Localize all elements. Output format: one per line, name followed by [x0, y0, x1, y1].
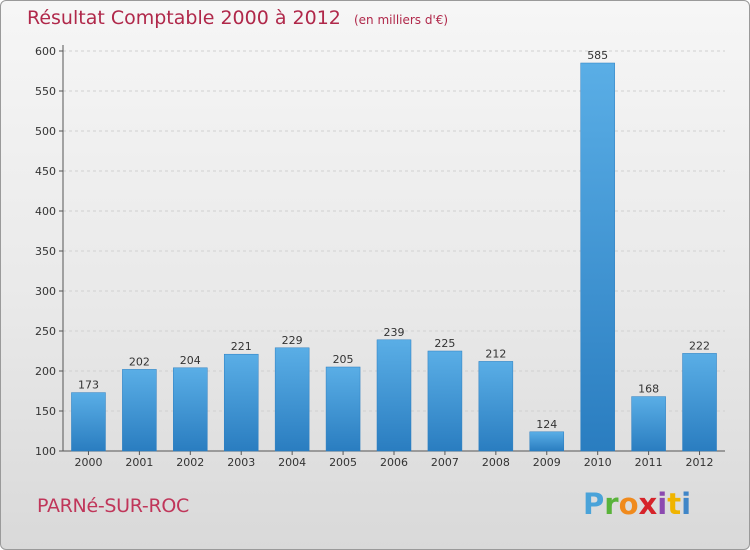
x-tick-label: 2003	[227, 456, 255, 469]
bar-value-label: 173	[78, 379, 99, 392]
bar-value-label: 239	[384, 326, 405, 339]
bar	[631, 396, 666, 452]
x-tick-label: 2006	[380, 456, 408, 469]
x-tick-label: 2002	[176, 456, 204, 469]
chart-title-unit: (en milliers d'€)	[353, 13, 449, 27]
bar-value-label: 202	[129, 355, 150, 368]
chart-title-main: Résultat Comptable 2000 à 2012	[27, 7, 341, 29]
bar-value-label: 204	[180, 354, 201, 367]
bar	[122, 369, 157, 452]
x-tick-label: 2010	[584, 456, 612, 469]
y-tick-label: 500	[35, 125, 56, 138]
bar-value-label: 212	[485, 347, 506, 360]
bar-value-label: 229	[282, 334, 303, 347]
bar	[325, 366, 361, 452]
y-tick-label: 150	[35, 405, 56, 418]
bar	[682, 353, 717, 452]
bar-value-label: 221	[231, 340, 252, 353]
x-tick-label: 2009	[533, 456, 561, 469]
x-tick-label: 2012	[686, 456, 714, 469]
y-tick-label: 200	[35, 365, 56, 378]
bar	[274, 347, 310, 452]
x-tick-label: 2001	[125, 456, 153, 469]
bar-value-label: 225	[434, 337, 455, 350]
x-tick-label: 2000	[74, 456, 102, 469]
bar-value-label: 222	[689, 339, 710, 352]
bar-value-label: 124	[536, 418, 557, 431]
bar	[223, 353, 259, 452]
y-tick-label: 350	[35, 245, 56, 258]
x-tick-label: 2008	[482, 456, 510, 469]
y-tick-label: 100	[35, 445, 56, 458]
y-tick-label: 300	[35, 285, 56, 298]
bar	[71, 392, 106, 452]
bar	[427, 350, 463, 452]
bar	[173, 367, 208, 452]
y-tick-label: 550	[35, 85, 56, 98]
bar	[478, 361, 514, 452]
x-tick-label: 2005	[329, 456, 357, 469]
y-tick-label: 450	[35, 165, 56, 178]
bar	[376, 339, 412, 452]
x-tick-label: 2004	[278, 456, 306, 469]
town-name: PARNé-SUR-ROC	[37, 495, 189, 517]
y-tick-label: 400	[35, 205, 56, 218]
bar-value-label: 205	[333, 353, 354, 366]
bar-value-label: 168	[638, 383, 659, 396]
y-tick-label: 250	[35, 325, 56, 338]
labels: 173 2000 202 2001 204 2002 221 2003 229 2004 205 20…	[74, 49, 713, 469]
x-tick-label: 2007	[431, 456, 459, 469]
bars	[71, 62, 717, 452]
proxiti-logo: Proxiti	[583, 487, 692, 521]
y-tick-label: 600	[35, 45, 56, 58]
x-tick-label: 2011	[635, 456, 663, 469]
bar	[529, 431, 565, 452]
bar-value-label: 585	[587, 49, 608, 62]
chart-title: Résultat Comptable 2000 à 2012 (en milli…	[27, 7, 448, 29]
bar	[580, 62, 615, 452]
